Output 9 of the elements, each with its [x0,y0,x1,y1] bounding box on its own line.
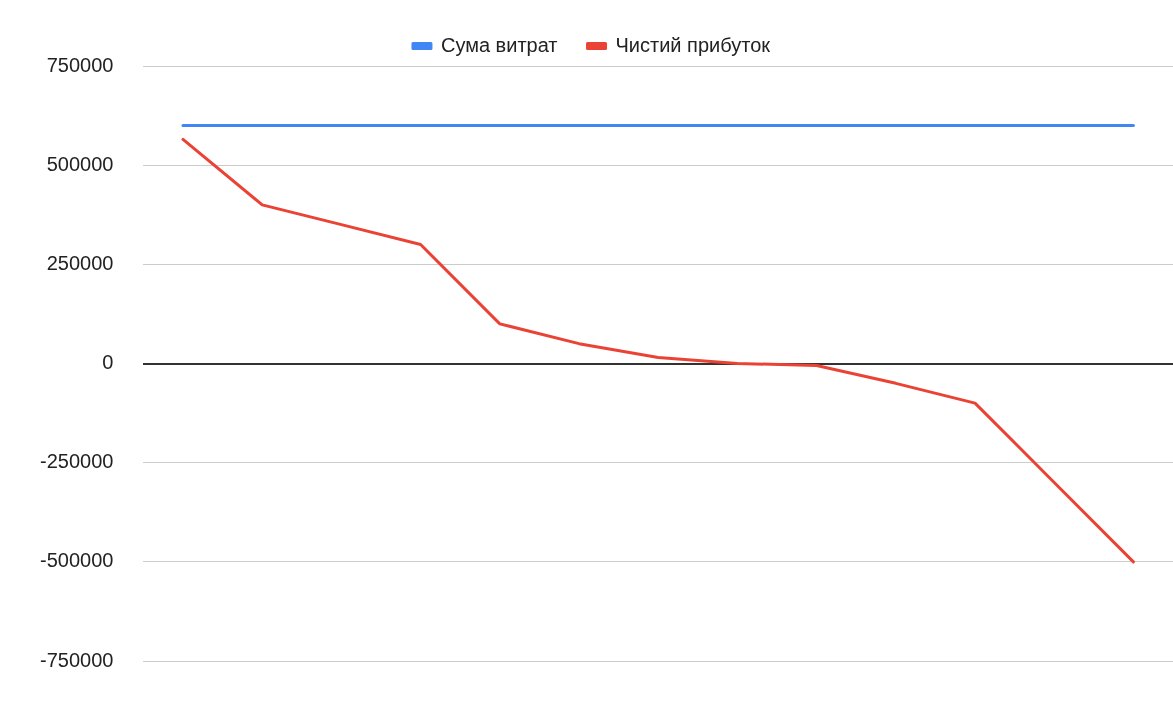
y-tick-label: 0 [102,351,114,374]
y-tick-label: -250000 [39,450,114,473]
y-tick-label: -750000 [39,648,114,671]
y-tick-label: 250000 [46,251,114,274]
y-tick-label: 500000 [46,152,114,175]
legend-label: Сума витрат [440,33,558,56]
y-tick-label: 750000 [46,53,114,76]
y-tick-label: -500000 [39,549,114,572]
legend-label: Чистий прибуток [615,33,771,56]
